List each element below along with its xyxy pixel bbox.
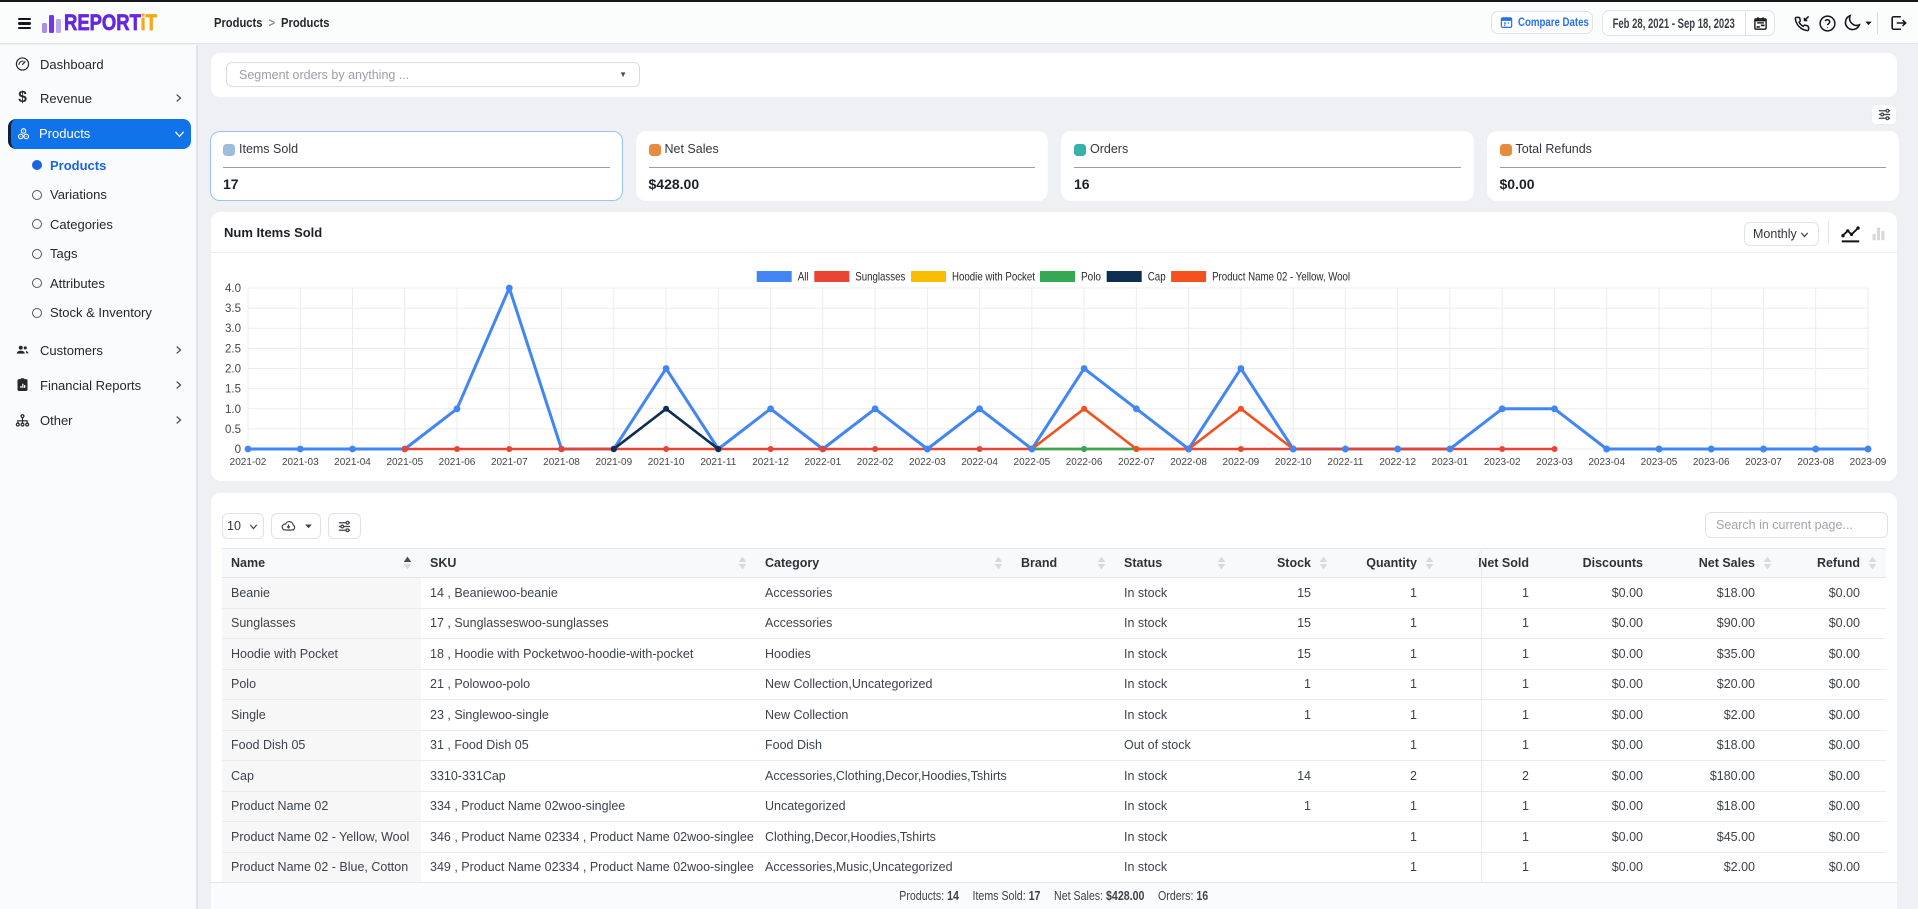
svg-text:2022-12: 2022-12 <box>1379 457 1416 468</box>
svg-text:3.5: 3.5 <box>225 303 241 315</box>
svg-text:2021-07: 2021-07 <box>491 457 528 468</box>
svg-text:2021-06: 2021-06 <box>439 457 476 468</box>
svg-text:2021-11: 2021-11 <box>700 457 736 468</box>
svg-text:1.0: 1.0 <box>225 404 241 416</box>
svg-text:2023-04: 2023-04 <box>1588 457 1625 468</box>
svg-text:1.5: 1.5 <box>225 384 241 396</box>
svg-text:Hoodie with Pocket: Hoodie with Pocket <box>952 270 1036 284</box>
svg-text:2.0: 2.0 <box>225 364 241 376</box>
svg-text:2022-03: 2022-03 <box>909 457 946 468</box>
svg-text:2023-09: 2023-09 <box>1850 457 1887 468</box>
svg-text:2022-02: 2022-02 <box>857 457 894 468</box>
svg-text:2022-10: 2022-10 <box>1275 457 1312 468</box>
svg-text:Sunglasses: Sunglasses <box>855 270 905 284</box>
svg-text:2023-01: 2023-01 <box>1432 457 1469 468</box>
svg-text:2021-09: 2021-09 <box>595 457 632 468</box>
svg-text:2021-08: 2021-08 <box>543 457 580 468</box>
svg-text:2021-02: 2021-02 <box>230 457 267 468</box>
svg-text:2022-06: 2022-06 <box>1066 457 1103 468</box>
svg-text:Polo: Polo <box>1081 270 1101 284</box>
svg-text:2023-02: 2023-02 <box>1484 457 1521 468</box>
svg-text:2022-11: 2022-11 <box>1327 457 1363 468</box>
svg-text:2021-05: 2021-05 <box>386 457 423 468</box>
svg-text:2023-08: 2023-08 <box>1797 457 1834 468</box>
svg-text:2.5: 2.5 <box>225 343 241 355</box>
svg-text:0.5: 0.5 <box>225 424 241 436</box>
svg-text:2023-07: 2023-07 <box>1745 457 1782 468</box>
svg-text:2022-07: 2022-07 <box>1118 457 1155 468</box>
svg-text:2022-01: 2022-01 <box>804 457 841 468</box>
svg-text:4.0: 4.0 <box>225 283 241 295</box>
svg-text:2022-09: 2022-09 <box>1223 457 1260 468</box>
svg-text:3.0: 3.0 <box>225 323 241 335</box>
svg-text:2023-05: 2023-05 <box>1641 457 1678 468</box>
svg-text:0: 0 <box>235 444 241 456</box>
svg-text:2022-08: 2022-08 <box>1170 457 1207 468</box>
svg-text:2021-10: 2021-10 <box>648 457 685 468</box>
svg-text:2022-04: 2022-04 <box>961 457 998 468</box>
svg-text:2021-12: 2021-12 <box>752 457 789 468</box>
svg-text:2023-03: 2023-03 <box>1536 457 1573 468</box>
svg-text:All: All <box>798 270 809 284</box>
svg-text:2022-05: 2022-05 <box>1014 457 1051 468</box>
svg-text:Cap: Cap <box>1148 270 1166 284</box>
svg-text:2021-04: 2021-04 <box>334 457 371 468</box>
svg-text:2021-03: 2021-03 <box>282 457 319 468</box>
svg-text:2023-06: 2023-06 <box>1693 457 1730 468</box>
svg-text:Product Name 02 - Yellow, Wool: Product Name 02 - Yellow, Wool <box>1212 270 1350 284</box>
